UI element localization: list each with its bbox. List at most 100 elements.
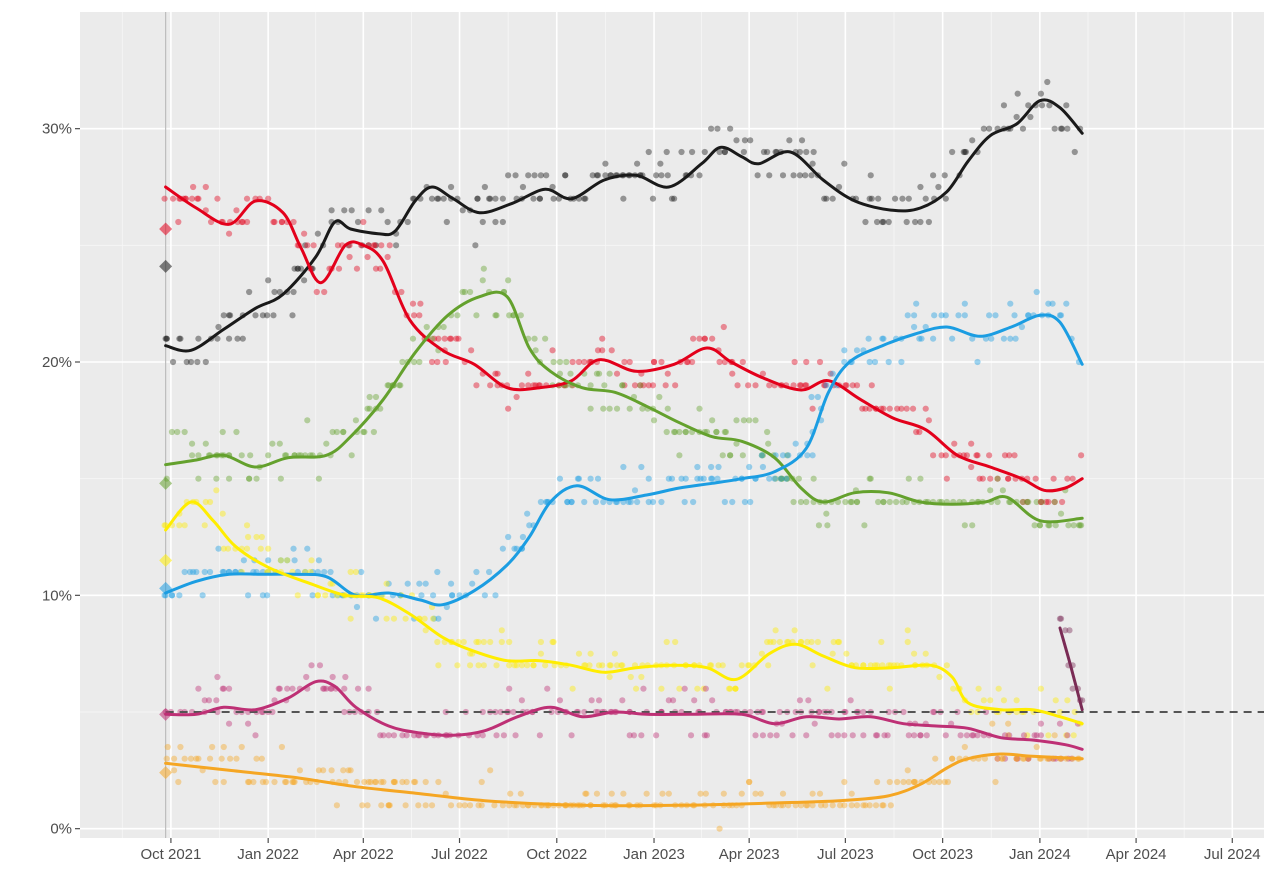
poll-point xyxy=(671,195,678,202)
poll-point xyxy=(1000,697,1008,704)
poll-point xyxy=(586,662,593,669)
poll-point xyxy=(370,242,377,249)
poll-point xyxy=(290,218,297,226)
poll-point xyxy=(949,148,956,156)
poll-point xyxy=(720,790,727,797)
poll-point xyxy=(917,732,924,739)
poll-point xyxy=(1014,755,1021,762)
poll-point xyxy=(772,475,779,482)
y-axis: 0% 10% 20% 30% xyxy=(42,121,80,838)
poll-point xyxy=(862,218,869,226)
poll-point xyxy=(264,312,271,319)
poll-point xyxy=(227,312,234,319)
poll-point xyxy=(265,545,272,552)
poll-point xyxy=(957,732,964,739)
poll-point xyxy=(868,195,875,202)
poll-point xyxy=(621,358,628,366)
poll-point xyxy=(347,615,354,622)
poll-point xyxy=(703,732,710,739)
poll-point xyxy=(1051,125,1058,132)
poll-point xyxy=(474,195,481,202)
poll-point xyxy=(767,732,774,739)
poll-point xyxy=(727,452,734,459)
poll-point xyxy=(779,790,787,797)
poll-point xyxy=(916,335,923,342)
poll-point xyxy=(327,685,334,692)
poll-point xyxy=(384,382,391,389)
poll-point xyxy=(834,638,842,646)
poll-point xyxy=(949,755,956,762)
poll-point xyxy=(619,382,626,389)
poll-point xyxy=(859,405,866,412)
poll-point xyxy=(631,382,639,389)
poll-point xyxy=(690,498,697,506)
poll-point xyxy=(784,475,791,482)
poll-point xyxy=(215,545,222,552)
poll-point xyxy=(537,638,545,646)
poll-point xyxy=(1032,475,1039,482)
x-tick-label: Apr 2022 xyxy=(333,846,394,863)
poll-point xyxy=(912,218,919,226)
poll-point xyxy=(764,638,771,646)
poll-point xyxy=(626,358,633,366)
poll-point xyxy=(1000,102,1008,109)
poll-point xyxy=(664,172,671,179)
poll-point xyxy=(885,358,892,366)
poll-point xyxy=(434,568,441,576)
poll-point xyxy=(910,650,918,657)
poll-point xyxy=(1037,720,1045,727)
poll-point xyxy=(244,592,252,599)
poll-point xyxy=(206,498,214,506)
poll-point xyxy=(905,732,912,739)
election-result-markers xyxy=(159,222,173,780)
plot-panel xyxy=(80,12,1264,838)
poll-point xyxy=(327,568,334,576)
poll-point xyxy=(291,778,298,786)
poll-point xyxy=(835,183,843,191)
poll-point xyxy=(378,778,385,786)
poll-point xyxy=(961,743,968,751)
poll-point xyxy=(537,172,545,179)
poll-point xyxy=(328,207,335,214)
poll-point xyxy=(284,557,291,564)
poll-point xyxy=(497,708,504,716)
poll-point xyxy=(899,195,906,202)
poll-point xyxy=(810,148,817,156)
poll-point xyxy=(943,662,950,669)
poll-point xyxy=(797,382,805,389)
poll-point xyxy=(1027,113,1034,121)
poll-point xyxy=(385,802,392,809)
poll-point xyxy=(205,697,213,704)
poll-point xyxy=(613,370,621,377)
poll-point xyxy=(595,370,603,377)
poll-point xyxy=(195,685,202,692)
poll-point xyxy=(770,638,777,646)
poll-point xyxy=(922,195,929,202)
poll-point xyxy=(931,708,938,716)
poll-point xyxy=(909,405,917,412)
poll-point xyxy=(517,790,524,797)
poll-point xyxy=(708,125,715,132)
poll-point xyxy=(701,732,708,739)
poll-point xyxy=(592,498,599,506)
poll-point xyxy=(842,498,849,506)
poll-point xyxy=(867,172,874,179)
poll-point xyxy=(727,125,734,132)
poll-point xyxy=(1057,510,1065,517)
poll-point xyxy=(683,358,690,366)
poll-point xyxy=(271,288,278,296)
poll-point xyxy=(880,405,887,412)
poll-point xyxy=(873,778,881,786)
poll-point xyxy=(804,452,811,459)
poll-point xyxy=(836,802,844,809)
poll-point xyxy=(1037,732,1045,739)
poll-point xyxy=(409,335,417,342)
poll-point xyxy=(930,335,937,342)
poll-point xyxy=(880,498,887,506)
poll-point xyxy=(429,592,437,599)
y-tick-label: 0% xyxy=(50,821,72,838)
poll-point xyxy=(910,778,918,786)
poll-point xyxy=(1064,732,1071,739)
poll-point xyxy=(289,778,296,786)
poll-point xyxy=(594,172,602,179)
